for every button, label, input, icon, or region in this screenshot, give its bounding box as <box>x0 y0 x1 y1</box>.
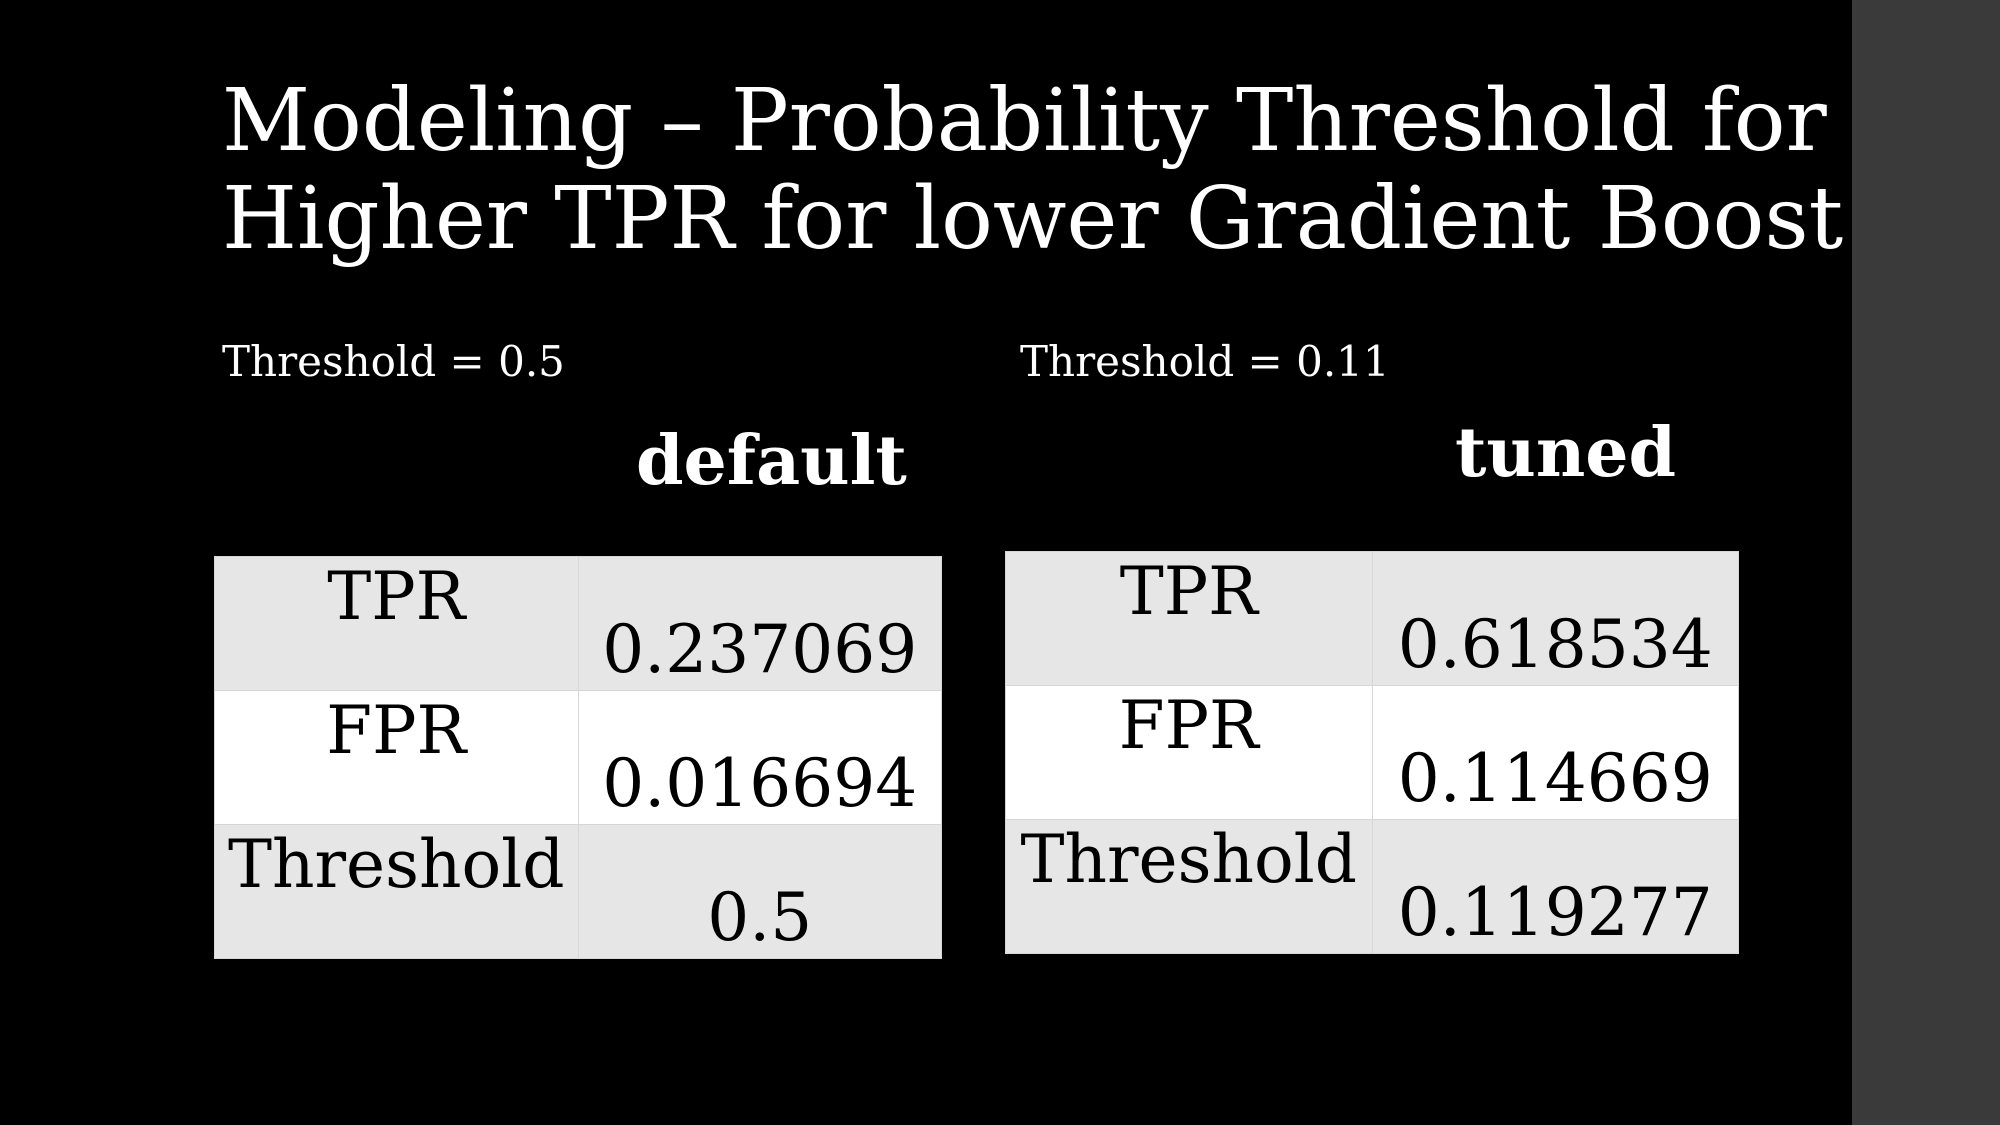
metric-value: 0.237069 <box>577 556 942 691</box>
side-panel <box>1852 0 2000 1125</box>
slide-title: Modeling – Probability Threshold for Hig… <box>222 71 1844 269</box>
left-threshold-subtitle: Threshold = 0.5 <box>222 337 565 386</box>
metric-value: 0.119277 <box>1371 819 1739 954</box>
tuned-table-heading: tuned <box>1455 413 1677 493</box>
metric-value: 0.114669 <box>1371 685 1739 820</box>
tuned-metrics-table: TPR 0.618534 FPR 0.114669 Threshold 0.11… <box>1005 551 1739 954</box>
metric-label: FPR <box>214 690 579 825</box>
right-threshold-subtitle: Threshold = 0.11 <box>1020 337 1390 386</box>
metric-value: 0.618534 <box>1371 551 1739 686</box>
metric-label: Threshold <box>214 824 579 959</box>
table-row: TPR 0.618534 <box>1005 551 1739 686</box>
title-line-1: Modeling – Probability Threshold for <box>222 71 1827 171</box>
slide: Modeling – Probability Threshold for Hig… <box>214 71 1844 959</box>
metric-value: 0.5 <box>577 824 942 959</box>
metric-value: 0.016694 <box>577 690 942 825</box>
table-row: Threshold 0.119277 <box>1005 819 1739 954</box>
metric-label: TPR <box>214 556 579 691</box>
table-row: Threshold 0.5 <box>214 824 942 959</box>
metric-label: TPR <box>1005 551 1373 686</box>
metric-label: Threshold <box>1005 819 1373 954</box>
table-row: TPR 0.237069 <box>214 556 942 691</box>
metric-label: FPR <box>1005 685 1373 820</box>
title-line-2: Higher TPR for lower Gradient Boost <box>222 169 1844 269</box>
table-row: FPR 0.016694 <box>214 690 942 825</box>
default-metrics-table: TPR 0.237069 FPR 0.016694 Threshold 0.5 <box>214 556 942 959</box>
default-table-heading: default <box>636 421 907 501</box>
table-row: FPR 0.114669 <box>1005 685 1739 820</box>
